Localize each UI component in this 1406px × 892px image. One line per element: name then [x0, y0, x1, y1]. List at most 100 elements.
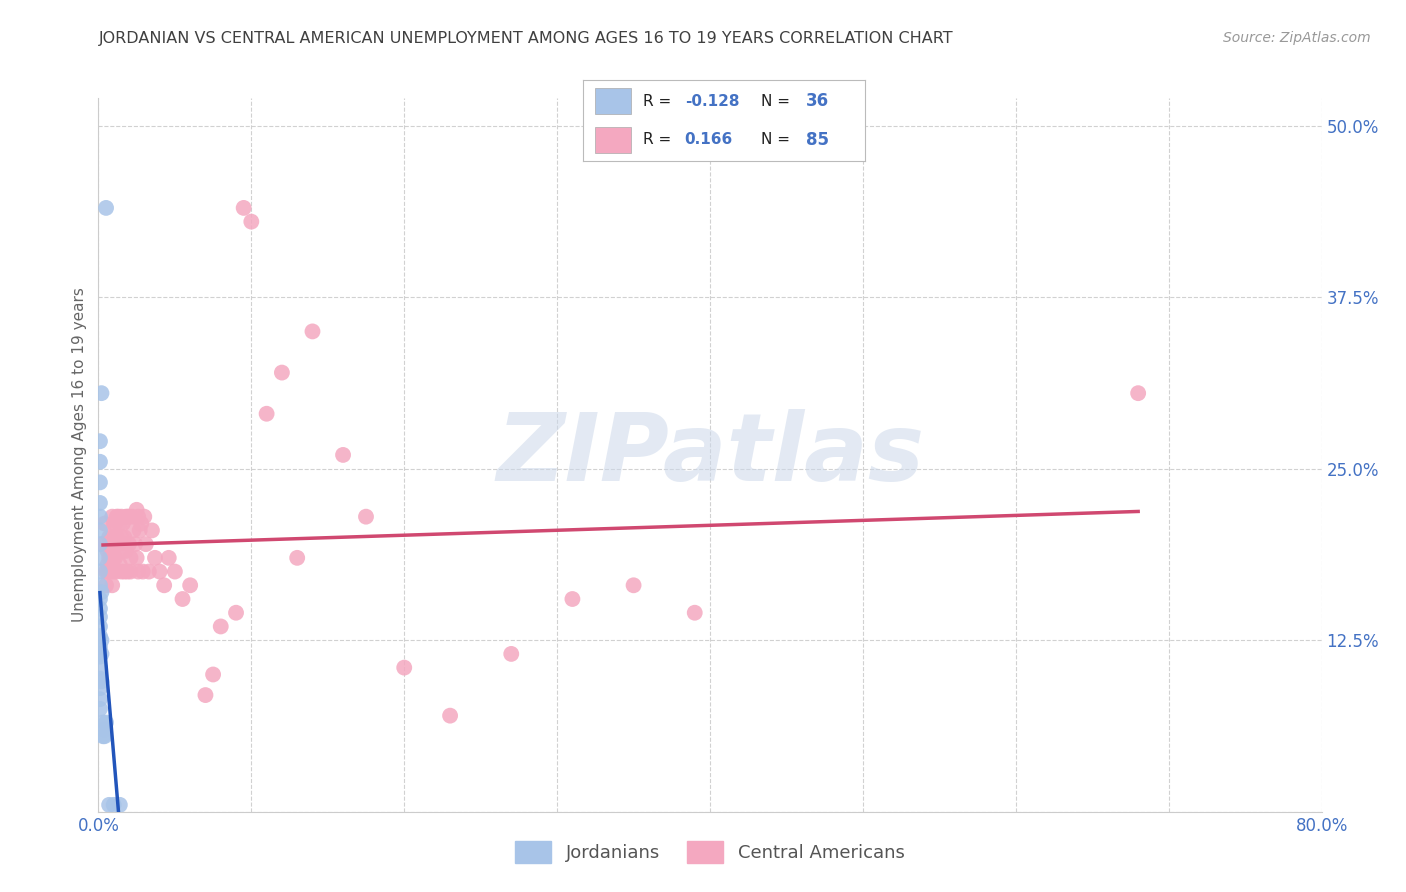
Point — [98, 530, 121, 544]
Point — [89, 550, 111, 565]
Point — [100, 537, 122, 551]
Point — [90, 647, 112, 661]
Point — [89, 578, 111, 592]
Point — [89, 565, 111, 579]
Point — [89, 672, 111, 686]
Point — [256, 407, 278, 421]
Point — [157, 550, 180, 565]
Point — [623, 578, 645, 592]
Point — [209, 619, 232, 633]
Point — [122, 524, 145, 538]
Point — [301, 325, 323, 339]
Point — [98, 550, 121, 565]
Text: N =: N = — [761, 94, 794, 109]
Point — [97, 565, 120, 579]
Point — [202, 667, 225, 681]
Bar — [595, 88, 631, 114]
Bar — [595, 127, 631, 153]
Point — [103, 550, 125, 565]
Point — [392, 660, 416, 674]
Point — [100, 550, 122, 565]
Point — [89, 610, 111, 624]
Point — [101, 578, 124, 592]
Point — [94, 201, 117, 215]
Point — [124, 537, 146, 551]
Text: 85: 85 — [806, 131, 828, 149]
Point — [89, 649, 111, 664]
Point — [89, 640, 111, 654]
Point — [91, 729, 114, 743]
Point — [89, 496, 111, 510]
Point — [127, 565, 149, 579]
Point — [138, 565, 160, 579]
Point — [232, 201, 254, 215]
Point — [115, 509, 138, 524]
Point — [104, 550, 127, 565]
Point — [121, 509, 143, 524]
Point — [89, 592, 111, 607]
Point — [89, 681, 111, 696]
Point — [94, 578, 117, 592]
Point — [285, 550, 308, 565]
Text: -0.128: -0.128 — [685, 94, 740, 109]
Point — [90, 585, 112, 599]
Point — [108, 797, 131, 812]
Point — [103, 565, 125, 579]
Point — [101, 509, 124, 524]
Point — [89, 475, 111, 490]
Point — [118, 509, 141, 524]
Point — [89, 629, 111, 643]
Point — [125, 503, 148, 517]
Text: JORDANIAN VS CENTRAL AMERICAN UNEMPLOYMENT AMONG AGES 16 TO 19 YEARS CORRELATION: JORDANIAN VS CENTRAL AMERICAN UNEMPLOYME… — [98, 31, 953, 46]
Point — [97, 558, 120, 572]
Point — [105, 509, 128, 524]
Point — [135, 537, 157, 551]
Point — [103, 516, 125, 531]
Point — [91, 715, 114, 730]
Point — [120, 565, 142, 579]
Point — [105, 565, 128, 579]
Point — [89, 455, 111, 469]
Point — [225, 606, 247, 620]
Point — [105, 530, 128, 544]
Text: N =: N = — [761, 132, 794, 147]
Point — [107, 509, 129, 524]
Point — [94, 565, 117, 579]
Point — [128, 524, 150, 538]
Point — [103, 537, 125, 551]
Point — [115, 544, 138, 558]
Point — [110, 565, 132, 579]
Point — [129, 516, 152, 531]
Point — [179, 578, 201, 592]
Point — [89, 509, 111, 524]
Text: 36: 36 — [806, 92, 828, 110]
Point — [90, 633, 112, 648]
Point — [90, 674, 112, 689]
Point — [97, 544, 120, 558]
Point — [1128, 386, 1150, 401]
Point — [683, 606, 706, 620]
Point — [270, 366, 292, 380]
Point — [118, 537, 141, 551]
Point — [103, 797, 125, 812]
Point — [117, 565, 139, 579]
Point — [108, 558, 131, 572]
Point — [89, 660, 111, 674]
Point — [101, 530, 124, 544]
Point — [127, 509, 149, 524]
Point — [163, 565, 186, 579]
Point — [91, 537, 114, 551]
Point — [93, 723, 115, 737]
Point — [104, 516, 127, 531]
Text: R =: R = — [643, 132, 681, 147]
Point — [89, 702, 111, 716]
Point — [104, 530, 127, 544]
Point — [501, 647, 523, 661]
Point — [112, 530, 135, 544]
Point — [112, 565, 135, 579]
Point — [89, 524, 111, 538]
Point — [143, 550, 166, 565]
Point — [194, 688, 217, 702]
Point — [100, 565, 122, 579]
Point — [98, 537, 121, 551]
